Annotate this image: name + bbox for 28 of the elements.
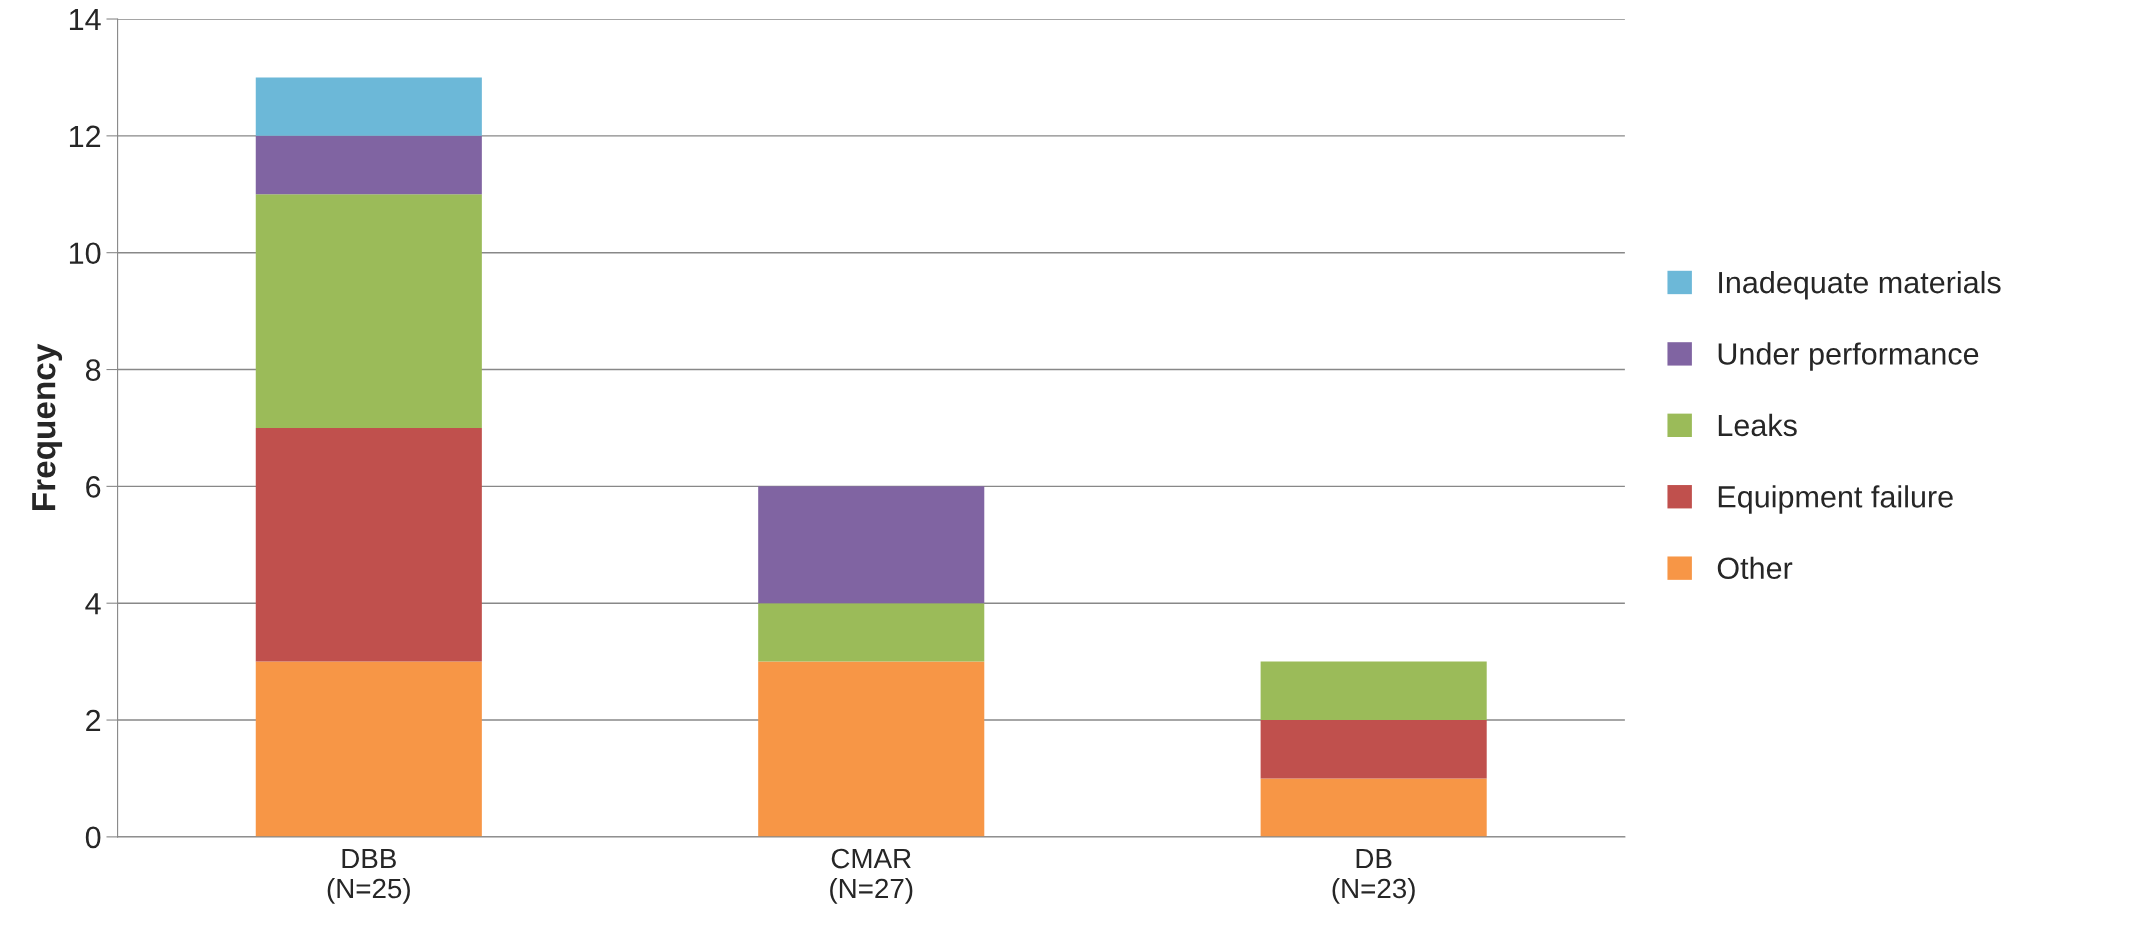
bar (255, 661, 482, 837)
y-axis-title: Frequency (32, 343, 63, 510)
bar (255, 194, 482, 428)
bar (1260, 720, 1487, 779)
bar (255, 135, 482, 195)
legend-label: Other (1717, 556, 1793, 580)
legend-label: Under performance (1718, 342, 1979, 371)
y-tick-label: 14 (69, 9, 101, 31)
legend-label: Leaks (1718, 413, 1797, 437)
x-tick-label: DBB (N=25) (327, 849, 410, 904)
x-tick-label: CMAR (N=27) (830, 848, 913, 904)
legend-label: Equipment failure (1718, 485, 1953, 514)
bar (1260, 778, 1487, 837)
y-tick-label: 4 (85, 593, 101, 615)
legend-label: Inadequate materials (1719, 270, 2001, 300)
bar (758, 661, 985, 837)
bar (1260, 661, 1487, 721)
bar (758, 486, 985, 604)
bar (255, 77, 482, 136)
y-tick-label: 8 (85, 359, 101, 381)
y-tick-label: 2 (86, 709, 101, 732)
y-tick-label: 6 (86, 476, 101, 498)
bar (255, 427, 482, 662)
y-tick-label: 0 (85, 826, 101, 849)
x-tick-label: DB (N=23) (1332, 849, 1415, 904)
y-tick-label: 10 (69, 242, 101, 265)
bar (758, 603, 985, 662)
y-tick-label: 12 (69, 125, 101, 147)
